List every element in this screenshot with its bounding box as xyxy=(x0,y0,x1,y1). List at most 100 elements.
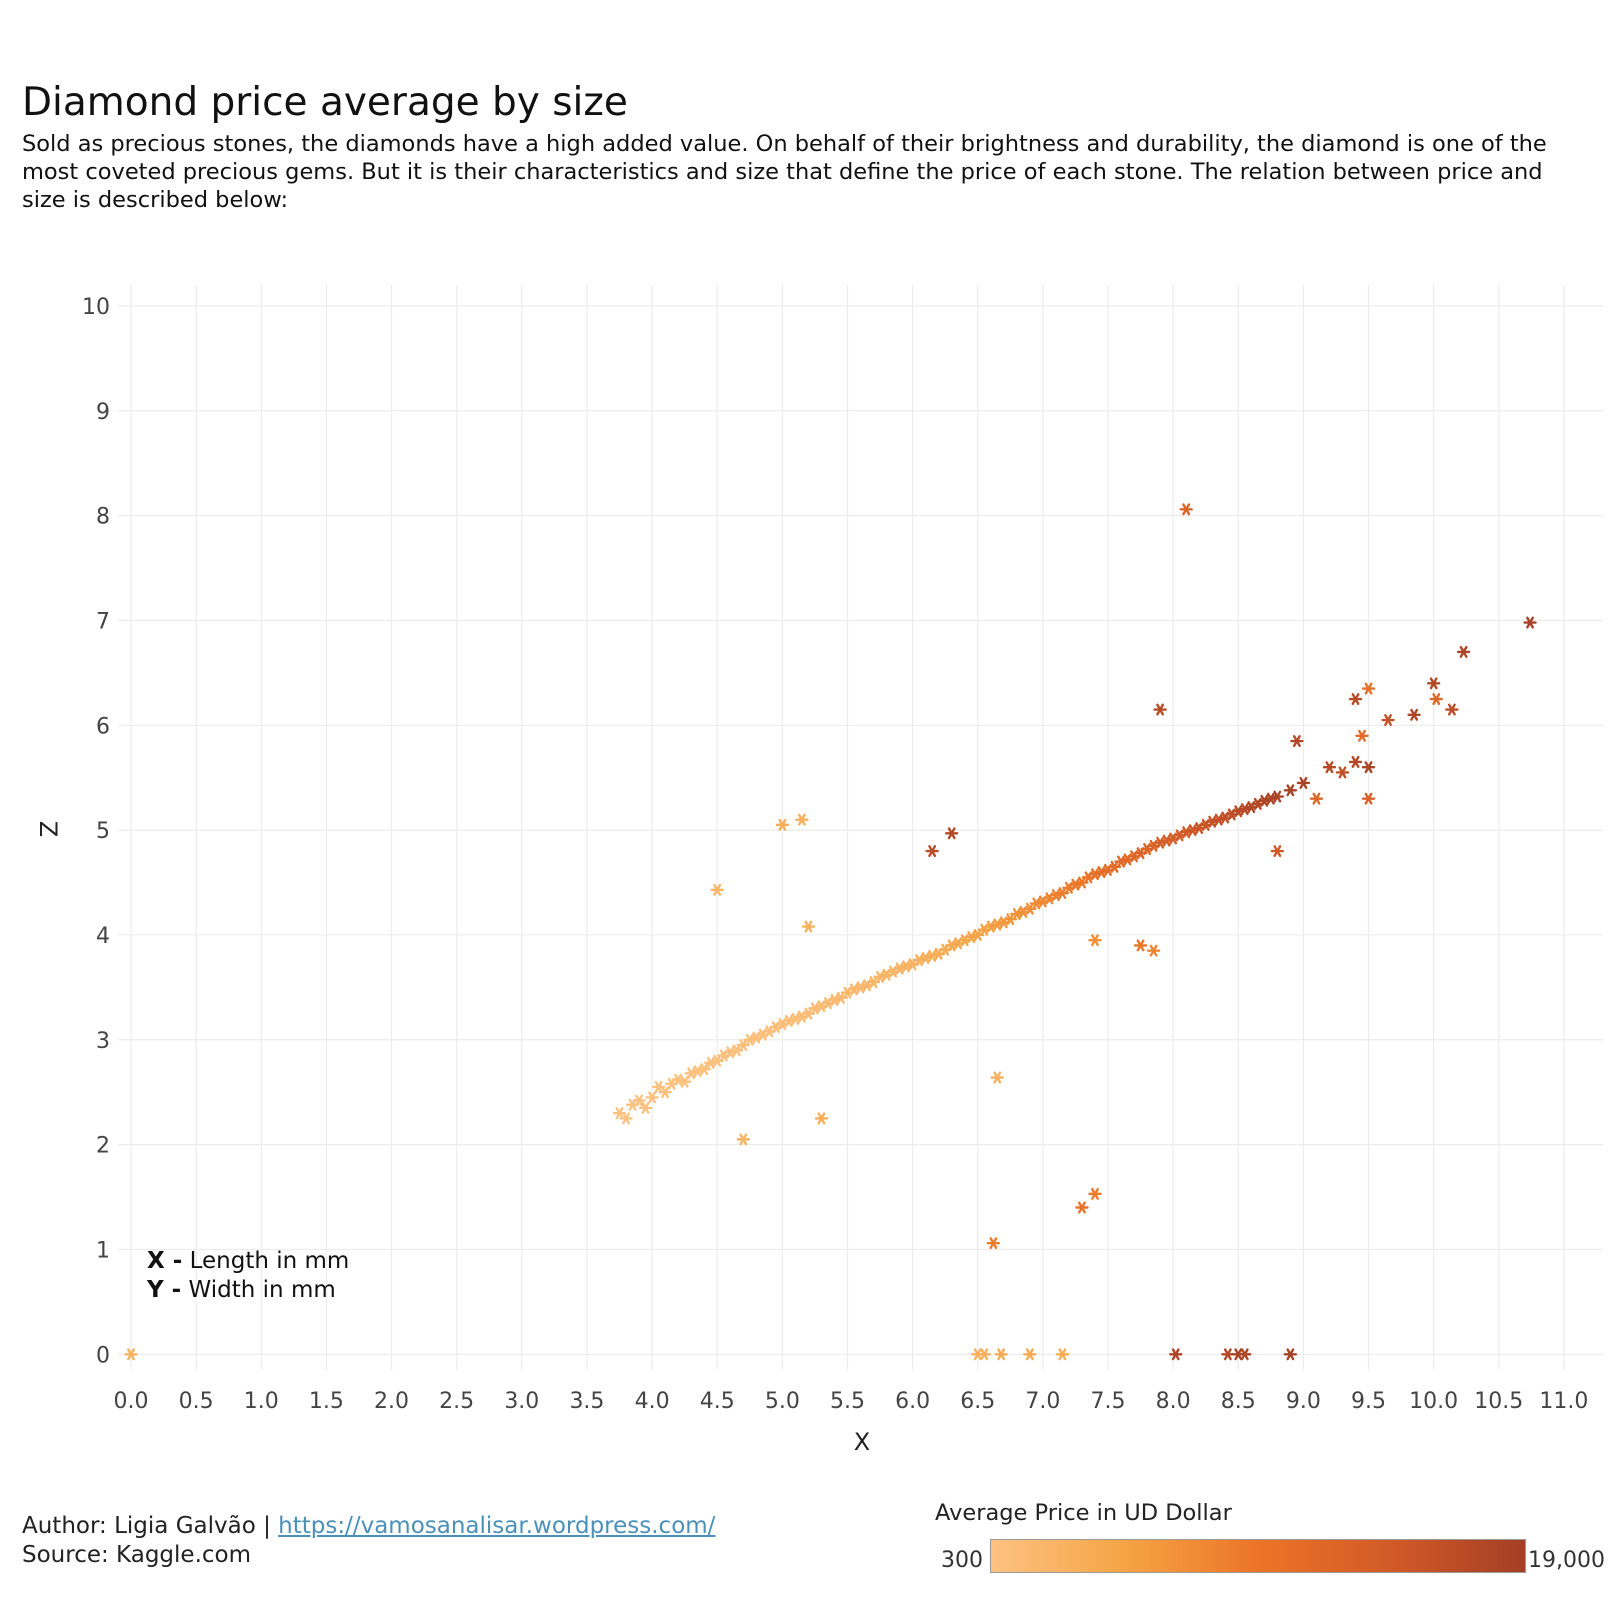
scatter-point xyxy=(1348,693,1363,706)
scatter-point xyxy=(1296,776,1311,789)
scatter-point xyxy=(925,845,939,858)
scatter-point xyxy=(814,1112,829,1125)
x-tick-label: 9.0 xyxy=(1286,1389,1321,1414)
scatter-chart: 0 1 2 3 4 5 6 7 8 9 10 0.0 0.5 1.0 1.5 2.0 2.5 3.0 3.5 4.0… xyxy=(34,285,1603,1456)
x-tick-label: 2.0 xyxy=(374,1389,409,1414)
y-tick-label: 10 xyxy=(82,295,110,320)
x-tick-label: 8.0 xyxy=(1156,1389,1191,1414)
grid xyxy=(118,285,1603,1370)
x-tick-label: 11.0 xyxy=(1539,1389,1588,1414)
scatter-point xyxy=(697,1063,711,1076)
scatter-point xyxy=(1283,1348,1298,1361)
note-y-key: Y - xyxy=(146,1277,181,1303)
x-tick-label: 8.5 xyxy=(1221,1389,1256,1414)
scatter-point xyxy=(1221,1348,1235,1361)
scatter-point xyxy=(1426,677,1441,690)
scatter-point xyxy=(1270,790,1285,803)
x-tick-label: 6.0 xyxy=(895,1389,930,1414)
chart-title: Diamond price average by size xyxy=(22,80,628,125)
x-tick-label: 4.0 xyxy=(635,1389,670,1414)
x-tick-label: 7.0 xyxy=(1025,1389,1060,1414)
y-tick-label: 8 xyxy=(96,505,110,530)
x-tick-label: 9.5 xyxy=(1351,1389,1386,1414)
y-tick-label: 1 xyxy=(96,1238,110,1263)
y-tick-label: 7 xyxy=(96,609,110,634)
y-axis-title: Z xyxy=(34,821,62,837)
scatter-point xyxy=(124,1348,138,1361)
author-link[interactable]: https://vamosanalisar.wordpress.com/ xyxy=(278,1513,716,1539)
scatter-point xyxy=(990,1071,1004,1084)
scatter-point xyxy=(1361,682,1376,695)
scatter-point xyxy=(1270,845,1285,858)
x-tick-label: 5.0 xyxy=(765,1389,800,1414)
legend-max-label: 19,000 xyxy=(1528,1548,1605,1573)
scatter-point xyxy=(1290,735,1304,747)
x-tick-label: 5.5 xyxy=(830,1389,865,1414)
scatter-point xyxy=(1429,693,1443,706)
color-legend: Average Price in UD Dollar 300 19,000 xyxy=(935,1500,1615,1600)
scatter-point xyxy=(1133,939,1148,952)
scatter-point xyxy=(1023,1348,1037,1361)
x-tick-label: 1.0 xyxy=(244,1389,279,1414)
author-text: Author: Ligia Galvão | xyxy=(22,1513,279,1539)
y-tick-label: 4 xyxy=(96,924,110,949)
note-y-text: Width in mm xyxy=(189,1277,336,1303)
scatter-point xyxy=(1335,766,1350,779)
scatter-point xyxy=(1456,645,1471,658)
legend-gradient-bar xyxy=(990,1539,1526,1573)
y-tick-label: 5 xyxy=(96,819,110,844)
scatter-point xyxy=(1407,708,1421,721)
scatter-point xyxy=(1381,714,1395,727)
scatter-point xyxy=(736,1133,750,1146)
scatter-point xyxy=(1179,503,1193,516)
note-x-key: X - xyxy=(147,1248,182,1274)
scatter-point xyxy=(986,1237,1001,1250)
legend-title: Average Price in UD Dollar xyxy=(935,1500,1232,1526)
scatter-point xyxy=(1088,1187,1102,1200)
y-axis-ticks: 0 1 2 3 4 5 6 7 8 9 10 xyxy=(82,295,110,1368)
x-tick-label: 6.5 xyxy=(960,1389,995,1414)
scatter-point xyxy=(658,1086,672,1099)
scatter-point xyxy=(1169,1348,1183,1361)
x-tick-label: 1.5 xyxy=(309,1389,344,1414)
scatter-point xyxy=(801,920,816,933)
scatter-point xyxy=(1153,703,1167,716)
x-axis-ticks: 0.0 0.5 1.0 1.5 2.0 2.5 3.0 3.5 4.0 4.5 5.0 5.5 6.0 6… xyxy=(114,1389,1589,1414)
y-tick-label: 0 xyxy=(96,1343,110,1368)
scatter-point xyxy=(1075,1201,1089,1214)
scatter-point xyxy=(1146,944,1161,957)
legend-min-label: 300 xyxy=(941,1548,983,1573)
scatter-point xyxy=(795,813,809,826)
y-tick-label: 9 xyxy=(96,400,110,425)
scatter-point xyxy=(1445,703,1459,716)
y-tick-label: 6 xyxy=(96,714,110,739)
scatter-point xyxy=(1238,1348,1252,1361)
scatter-point xyxy=(994,1348,1008,1361)
x-tick-label: 3.0 xyxy=(504,1389,539,1414)
plot-area xyxy=(118,285,1603,1370)
x-tick-label: 0.0 xyxy=(114,1389,149,1414)
axis-note: X - Length in mm Y - Width in mm xyxy=(146,1248,349,1303)
x-tick-label: 0.5 xyxy=(179,1389,214,1414)
x-tick-label: 7.5 xyxy=(1091,1389,1126,1414)
footer: Author: Ligia Galvão | https://vamosanal… xyxy=(22,1512,715,1570)
scatter-point xyxy=(775,818,790,831)
x-tick-label: 4.5 xyxy=(700,1389,735,1414)
author-line: Author: Ligia Galvão | https://vamosanal… xyxy=(22,1512,715,1541)
scatter-point xyxy=(632,1094,646,1107)
points-layer xyxy=(124,503,1537,1361)
x-tick-label: 10.5 xyxy=(1474,1389,1523,1414)
note-x-text: Length in mm xyxy=(190,1248,350,1274)
scatter-point xyxy=(619,1112,633,1125)
note-x: X - Length in mm xyxy=(147,1248,349,1274)
scatter-point xyxy=(1355,729,1369,742)
scatter-point xyxy=(1361,792,1376,805)
scatter-point xyxy=(944,827,959,840)
scatter-point xyxy=(1309,792,1324,805)
scatter-point xyxy=(977,1348,991,1361)
y-tick-label: 3 xyxy=(96,1029,110,1054)
x-tick-label: 10.0 xyxy=(1409,1389,1458,1414)
x-axis-title: X xyxy=(854,1428,870,1456)
scatter-point xyxy=(638,1101,653,1114)
scatter-point xyxy=(645,1091,659,1104)
